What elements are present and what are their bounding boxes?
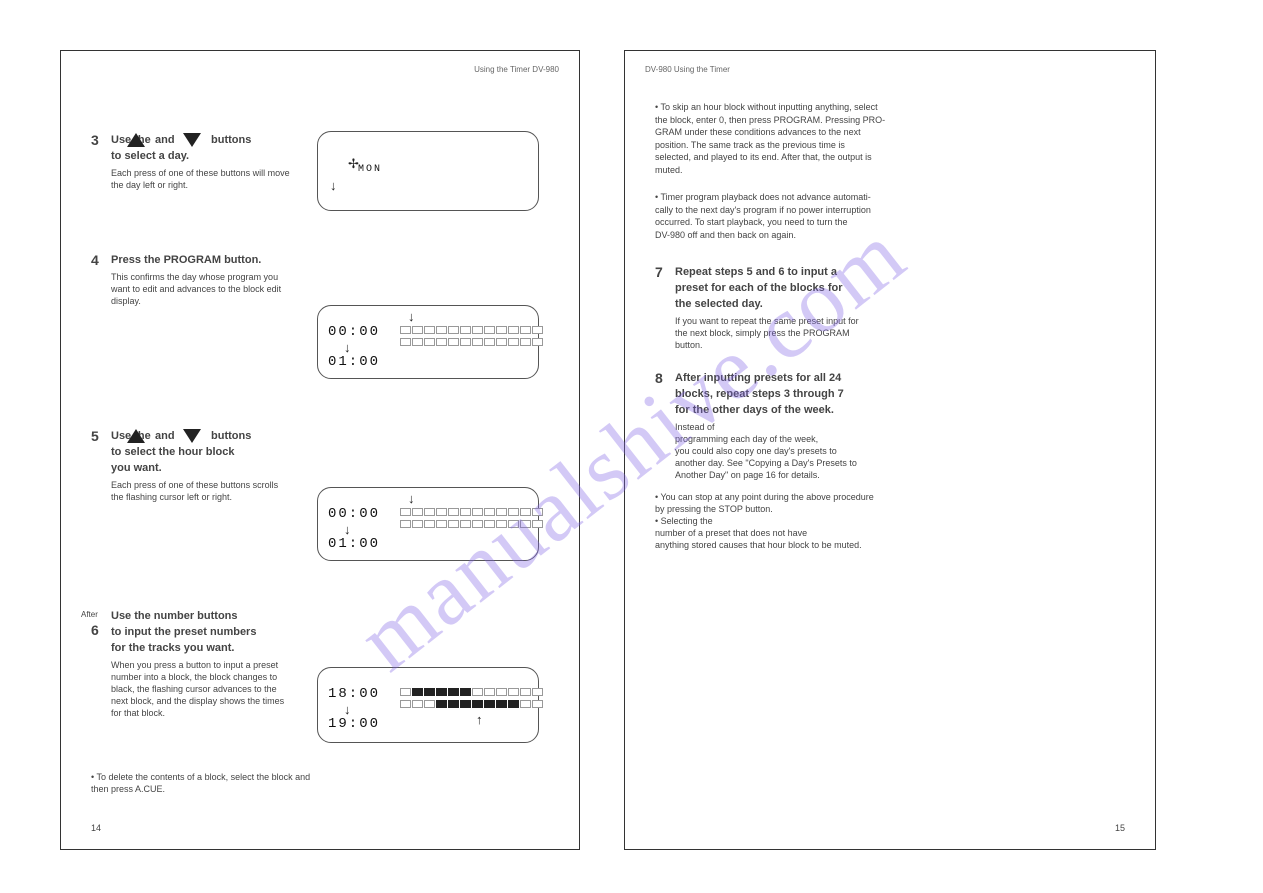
page-number-right: 15	[1115, 823, 1125, 833]
step7-l1: Repeat steps 5 and 6 to input a	[675, 265, 837, 280]
step8-n2: programming each day of the week,	[675, 433, 818, 446]
step3-instr2: to select a day.	[111, 149, 189, 164]
lcd4-start: 18:00	[328, 686, 380, 702]
step5-instr-c: buttons	[211, 429, 251, 444]
step7-n2: the next block, simply press the PROGRAM	[675, 327, 850, 340]
page-header-right: DV-980 Using the Timer	[645, 65, 730, 74]
step8-b1: • You can stop at any point during the a…	[655, 491, 874, 504]
step6-after: After	[81, 609, 98, 620]
step8-number: 8	[655, 369, 663, 389]
step5-instr-b: and	[155, 429, 175, 444]
step8-n1: Instead of	[675, 421, 715, 434]
step6-note1: When you press a button to input a prese…	[111, 659, 278, 672]
step6-number: 6	[91, 621, 99, 641]
footnote1: • To delete the contents of a block, sel…	[91, 771, 310, 784]
manual-page-right: DV-980 Using the Timer • To skip an hour…	[624, 50, 1156, 850]
step8-n5: Another Day" on page 16 for details.	[675, 469, 820, 482]
lcd1-arrow2-icon: ↓	[330, 178, 337, 193]
step6-note4: next block, and the display shows the ti…	[111, 695, 284, 708]
step4-instr: Press the PROGRAM button.	[111, 253, 261, 268]
step3-number: 3	[91, 131, 99, 151]
footnote2: then press A.CUE.	[91, 783, 165, 796]
lcd3-start: 00:00	[328, 506, 380, 522]
lcd-display-4: 18:00 ↓ 19:00 ↑	[317, 667, 539, 743]
lcd3-cells-bot	[400, 520, 543, 528]
step7-n1: If you want to repeat the same preset in…	[675, 315, 859, 328]
step3-instr-b: and	[155, 133, 175, 148]
step7-l3: the selected day.	[675, 297, 763, 312]
step6-note5: for that block.	[111, 707, 165, 720]
r-para2: • Timer program playback does not advanc…	[655, 191, 871, 241]
step8-b2c: anything stored causes that hour block t…	[655, 539, 862, 552]
step8-l1: After inputting presets for all 24	[675, 371, 841, 386]
step5-note1: Each press of one of these buttons scrol…	[111, 479, 278, 492]
step3-note1: Each press of one of these buttons will …	[111, 167, 290, 180]
page-number-left: 14	[91, 823, 101, 833]
step6-note2: number into a block, the block changes t…	[111, 671, 277, 684]
step8-n4: another day. See "Copying a Day's Preset…	[675, 457, 857, 470]
lcd-display-3: 00:00 ↓ 01:00 ↓	[317, 487, 539, 561]
step6-instr3: for the tracks you want.	[111, 641, 234, 656]
triangle-down-icon-2	[183, 429, 201, 443]
step4-number: 4	[91, 251, 99, 271]
lcd2-cells-top	[400, 326, 543, 334]
step8-n3: you could also copy one day's presets to	[675, 445, 837, 458]
lcd-display-2: 00:00 ↓ 01:00 ↓	[317, 305, 539, 379]
page-header-left: Using the Timer DV-980	[474, 65, 559, 74]
step7-l2: preset for each of the blocks for	[675, 281, 842, 296]
step5-instr3: you want.	[111, 461, 162, 476]
lcd2-end: 01:00	[328, 354, 380, 370]
lcd1-arrow-icon: ✢	[348, 156, 359, 172]
step4-note2: want to edit and advances to the block e…	[111, 283, 281, 296]
step8-l2: blocks, repeat steps 3 through 7	[675, 387, 844, 402]
lcd4-cells-bot	[400, 700, 543, 708]
triangle-up-icon-2	[127, 429, 145, 443]
step8-b1b: by pressing the STOP button.	[655, 503, 773, 516]
lcd4-end: 19:00	[328, 716, 380, 732]
lcd4-cells-top	[400, 688, 543, 696]
lcd2-cells-bot	[400, 338, 543, 346]
triangle-down-icon	[183, 133, 201, 147]
triangle-up-icon	[127, 133, 145, 147]
step3-note2: the day left or right.	[111, 179, 188, 192]
step4-note1: This confirms the day whose program you	[111, 271, 278, 284]
lcd3-top-arrow-icon: ↓	[408, 491, 415, 506]
r-para1: • To skip an hour block without inputtin…	[655, 101, 885, 177]
step4-note3: display.	[111, 295, 141, 308]
step5-note2: the flashing cursor left or right.	[111, 491, 232, 504]
step6-instr1: Use the number buttons	[111, 609, 238, 624]
lcd4-bot-arrow-icon: ↑	[476, 712, 483, 727]
lcd2-top-arrow-icon: ↓	[408, 309, 415, 324]
step7-number: 7	[655, 263, 663, 283]
step8-l3: for the other days of the week.	[675, 403, 834, 418]
step5-number: 5	[91, 427, 99, 447]
step6-note3: black, the flashing cursor advances to t…	[111, 683, 277, 696]
lcd3-end: 01:00	[328, 536, 380, 552]
step8-b2: • Selecting the	[655, 515, 713, 528]
lcd1-day: MON	[358, 164, 382, 175]
lcd2-start: 00:00	[328, 324, 380, 340]
step8-b2b: number of a preset that does not have	[655, 527, 807, 540]
step7-n3: button.	[675, 339, 703, 352]
step6-instr2: to input the preset numbers	[111, 625, 256, 640]
manual-page-left: Using the Timer DV-980 3 Use the and but…	[60, 50, 580, 850]
step3-instr-c: buttons	[211, 133, 251, 148]
lcd3-arrow-icon: ↓	[344, 522, 351, 537]
lcd2-arrow-icon: ↓	[344, 340, 351, 355]
step5-instr2: to select the hour block	[111, 445, 234, 460]
lcd4-arrow-icon: ↓	[344, 702, 351, 717]
lcd-display-1: MON ✢ ↓	[317, 131, 539, 211]
lcd3-cells-top	[400, 508, 543, 516]
